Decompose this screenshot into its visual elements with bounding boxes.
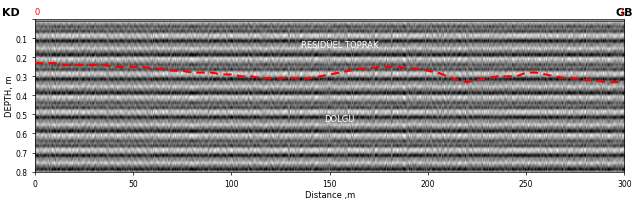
Text: 0: 0 <box>35 8 40 17</box>
Text: DOLGU: DOLGU <box>325 114 354 123</box>
Text: RESIDÜEL TOPRAK: RESIDÜEL TOPRAK <box>301 40 378 49</box>
Y-axis label: DEPTH, m: DEPTH, m <box>4 75 14 117</box>
Text: 1: 1 <box>619 8 624 17</box>
Text: KD: KD <box>3 8 20 18</box>
X-axis label: Distance ,m: Distance ,m <box>304 190 355 199</box>
Text: GB: GB <box>616 8 633 18</box>
